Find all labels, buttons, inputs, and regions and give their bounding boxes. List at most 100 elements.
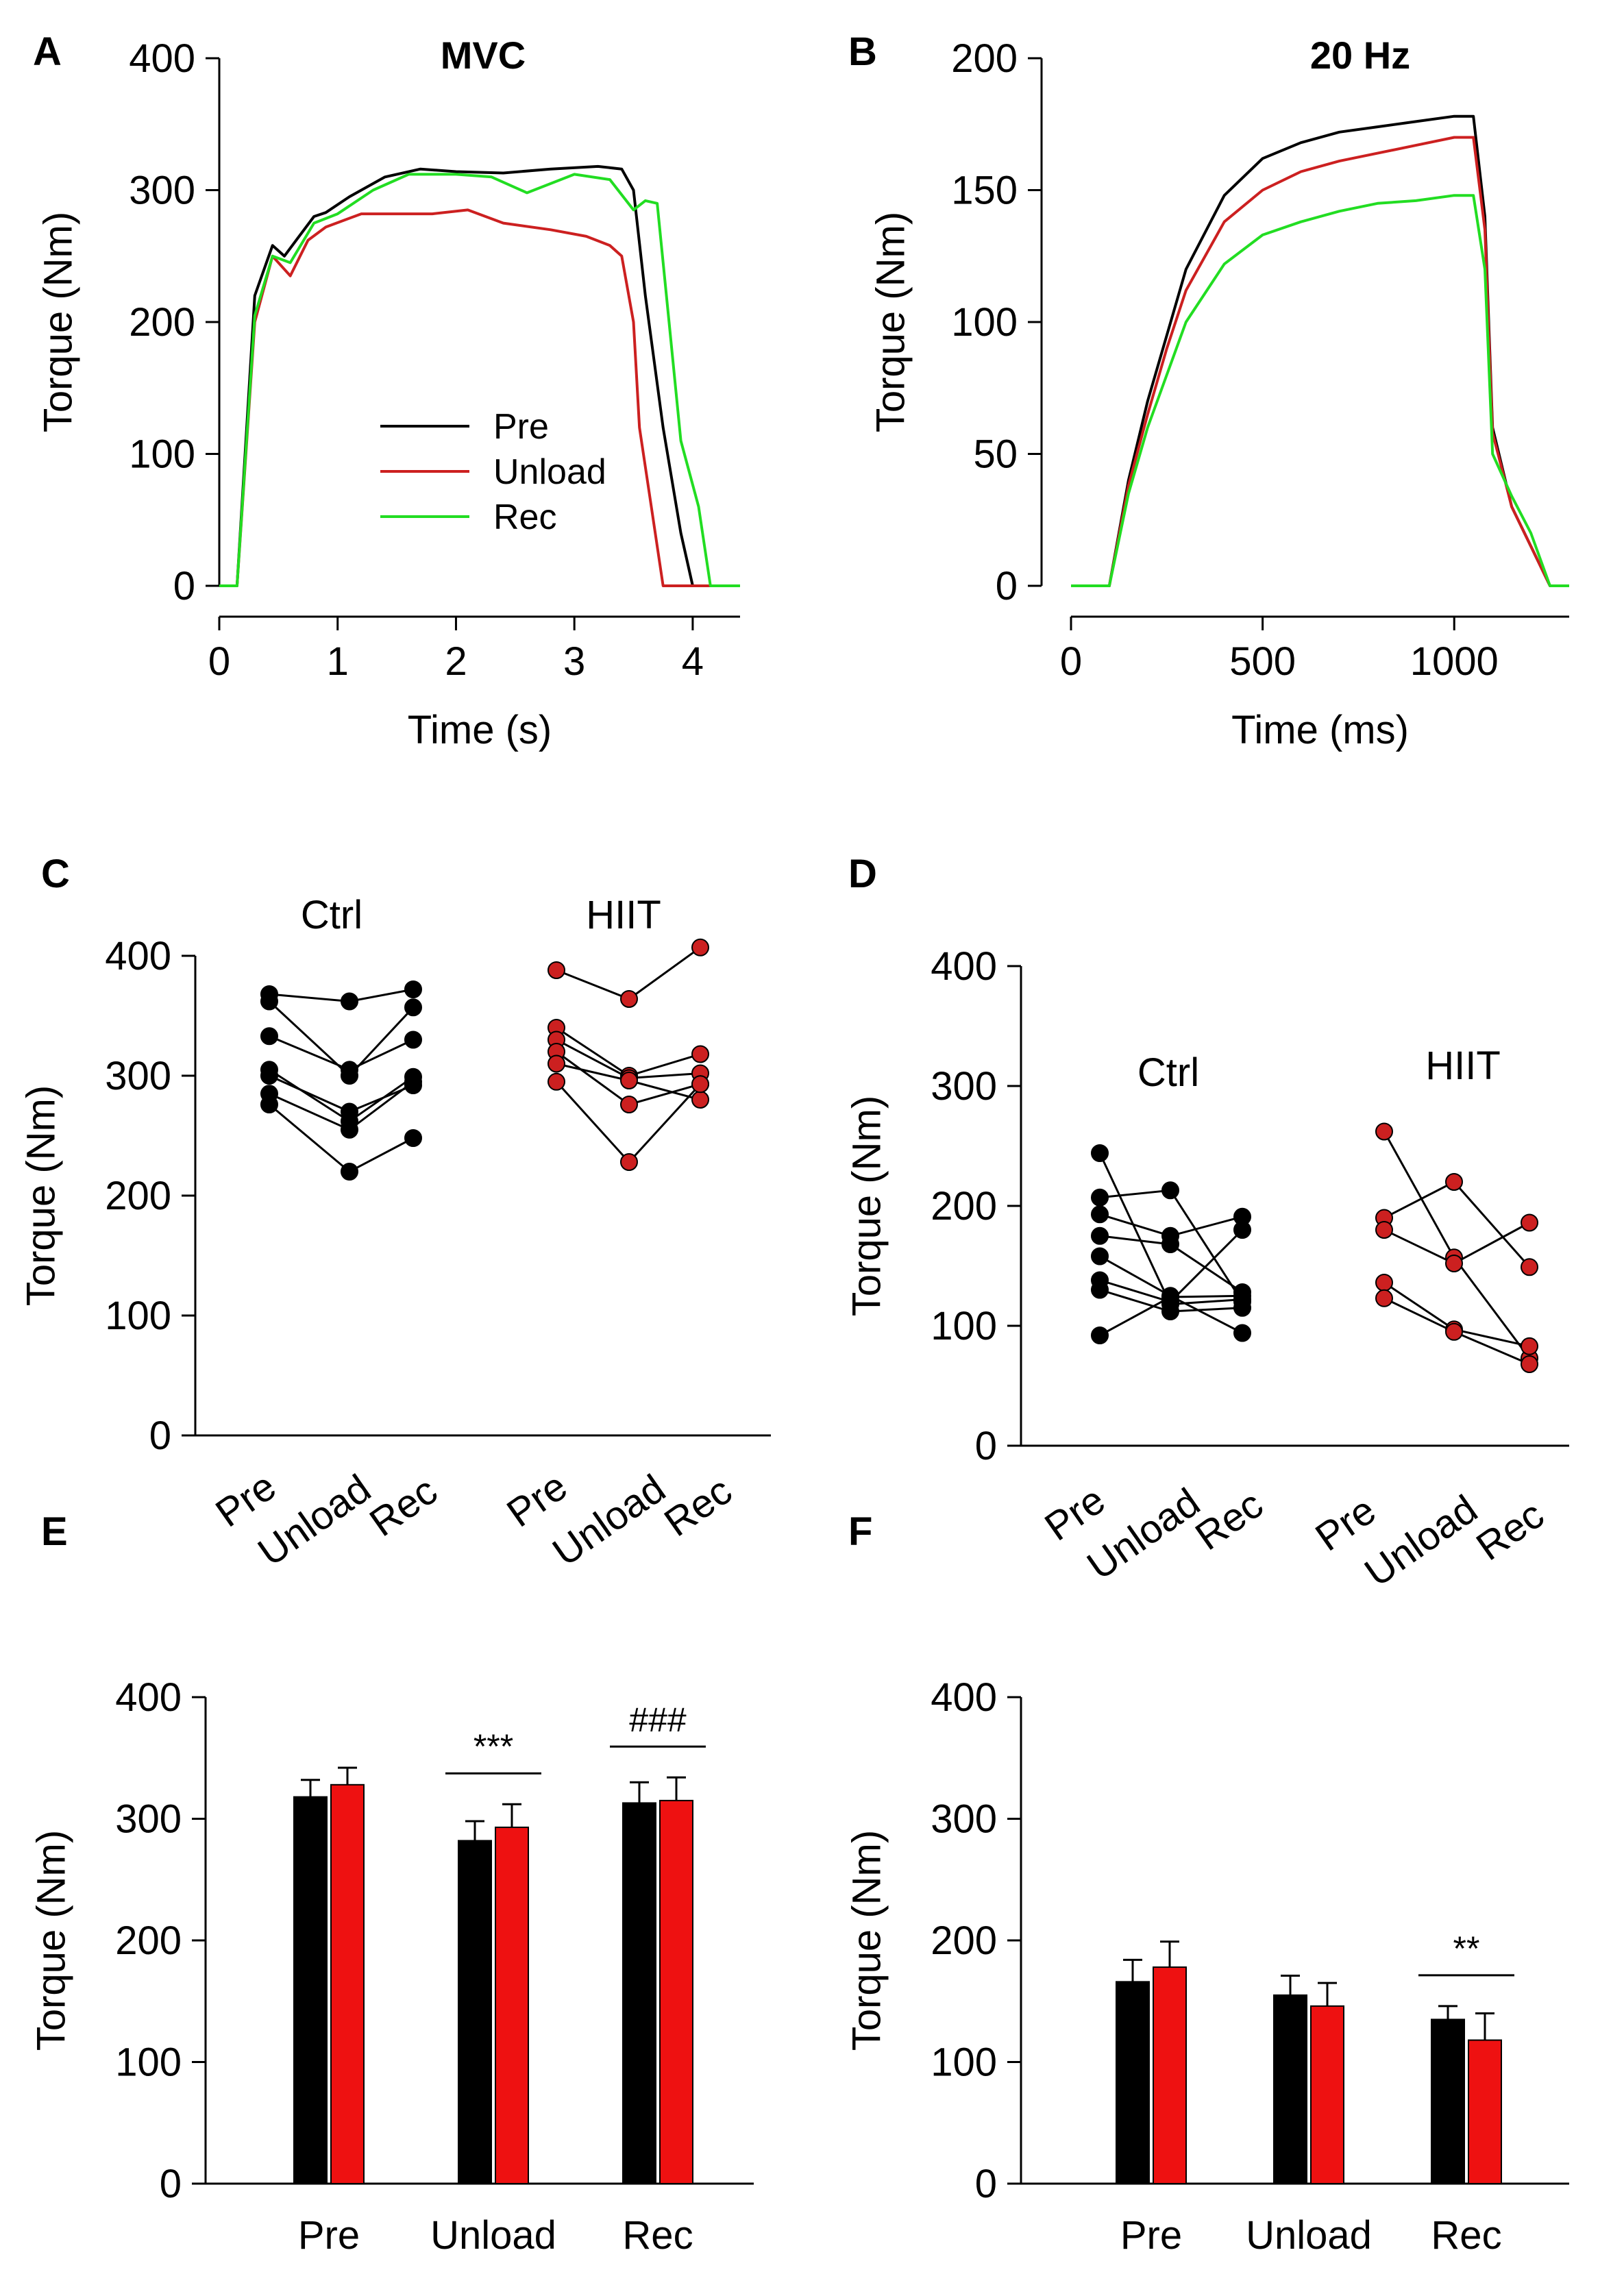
y-tick-label: 100: [931, 1304, 997, 1348]
y-axis-D: 0 100 200 300 400: [931, 944, 1021, 1468]
data-point: [1234, 1325, 1251, 1342]
series-line-pre: [1071, 116, 1569, 586]
data-point: [548, 1056, 565, 1072]
data-point: [405, 1032, 421, 1048]
significance-marker: **: [1453, 1929, 1480, 1968]
y-tick-label: 0: [173, 564, 195, 608]
x-axis-label: Time (ms): [1231, 708, 1409, 752]
y-tick-label: 200: [105, 1174, 171, 1218]
bar-hiit: [495, 1827, 528, 2184]
panel-label-C: C: [41, 852, 70, 896]
data-point: [405, 999, 421, 1015]
series-line-rec: [1071, 195, 1569, 586]
y-tick-label: 0: [975, 1424, 997, 1468]
y-tick-label: 100: [105, 1294, 171, 1338]
series-line-rec: [219, 174, 740, 586]
x-tick-label: 4: [682, 639, 704, 684]
data-point: [692, 939, 709, 956]
series-line-unload: [219, 210, 740, 586]
data-point: [261, 993, 278, 1010]
y-tick-label: 300: [129, 169, 195, 213]
data-point: [1521, 1356, 1538, 1372]
category-label: Unload: [430, 2213, 556, 2258]
y-tick-label: 400: [105, 934, 171, 978]
category-label: Rec: [1431, 2213, 1501, 2258]
data-point: [621, 1096, 637, 1113]
bar-ctrl: [294, 1797, 327, 2184]
data-point: [548, 1074, 565, 1090]
data-point: [1092, 1248, 1108, 1265]
y-axis-F: 0 100 200 300 400: [931, 1675, 1021, 2206]
data-point: [1376, 1222, 1392, 1238]
category-label: Unload: [1357, 1487, 1486, 1596]
significance-marker: ###: [629, 1701, 687, 1739]
panel-label-F: F: [848, 1509, 872, 1554]
y-tick-label: 0: [975, 2162, 997, 2206]
category-label: Rec: [362, 1468, 445, 1545]
data-point: [1446, 1324, 1462, 1340]
data-point: [341, 993, 358, 1010]
group-title: HIIT: [1425, 1044, 1501, 1088]
y-axis-label: Torque (Nm): [845, 1830, 889, 2051]
bar-ctrl: [1274, 1995, 1307, 2184]
data-point: [1092, 1189, 1108, 1206]
data-point: [341, 1061, 358, 1078]
y-axis-label: Torque (Nm): [19, 1085, 64, 1306]
y-tick-label: 100: [115, 2040, 182, 2085]
subject-line: [269, 1036, 413, 1070]
bar-hiit: [660, 1801, 693, 2184]
data-point: [621, 991, 637, 1007]
data-point: [1521, 1259, 1538, 1275]
series-line-unload: [1071, 138, 1569, 587]
x-tick-label: 1000: [1410, 639, 1499, 684]
y-tick-label: 300: [105, 1054, 171, 1098]
legend-label: Rec: [493, 497, 556, 537]
y-tick-label: 100: [931, 2040, 997, 2085]
y-tick-label: 300: [115, 1797, 182, 1842]
legend-label: Unload: [493, 452, 606, 492]
y-tick-label: 100: [129, 432, 195, 477]
data-point: [341, 1104, 358, 1120]
data-point: [1376, 1124, 1392, 1140]
y-tick-label: 0: [996, 564, 1018, 608]
y-tick-label: 300: [931, 1797, 997, 1842]
category-label: Rec: [1468, 1492, 1552, 1569]
data-point: [1376, 1290, 1392, 1307]
y-axis-A: 0 100 200 300 400: [129, 36, 219, 608]
data-point: [1446, 1174, 1462, 1190]
category-label: Rec: [656, 1468, 740, 1545]
y-axis-label: Torque (Nm): [29, 1830, 74, 2051]
data-point: [261, 1096, 278, 1113]
data-point: [341, 1163, 358, 1180]
x-tick-label: 0: [1060, 639, 1082, 684]
group-title: Ctrl: [301, 893, 362, 937]
chart-title: MVC: [441, 34, 526, 77]
legend-label: Pre: [493, 407, 549, 447]
x-tick-label: 0: [208, 639, 230, 684]
bar-ctrl: [623, 1803, 656, 2184]
data-point: [261, 1028, 278, 1044]
group-title: Ctrl: [1137, 1050, 1199, 1095]
category-label: Unload: [1246, 2213, 1372, 2258]
y-axis-label: Torque (Nm): [845, 1096, 889, 1316]
panel-label-B: B: [848, 29, 877, 74]
category-label: Pre: [298, 2213, 360, 2258]
data-point: [1446, 1255, 1462, 1272]
y-tick-label: 200: [931, 1918, 997, 1963]
y-tick-label: 0: [149, 1414, 171, 1458]
x-axis-B: 0 500 1000: [1060, 617, 1569, 684]
data-point: [341, 1122, 358, 1138]
data-point: [692, 1076, 709, 1092]
x-tick-label: 3: [563, 639, 585, 684]
category-label: Rec: [622, 2213, 693, 2258]
bar-hiit: [331, 1785, 364, 2184]
data-point: [621, 1154, 637, 1170]
x-tick-label: 2: [445, 639, 467, 684]
data-point: [548, 962, 565, 978]
y-tick-label: 200: [129, 300, 195, 345]
chart-title: 20 Hz: [1310, 34, 1410, 77]
bar-ctrl: [458, 1840, 491, 2184]
bar-ctrl: [1431, 2019, 1464, 2184]
data-point: [261, 1067, 278, 1084]
data-point: [405, 1074, 421, 1090]
